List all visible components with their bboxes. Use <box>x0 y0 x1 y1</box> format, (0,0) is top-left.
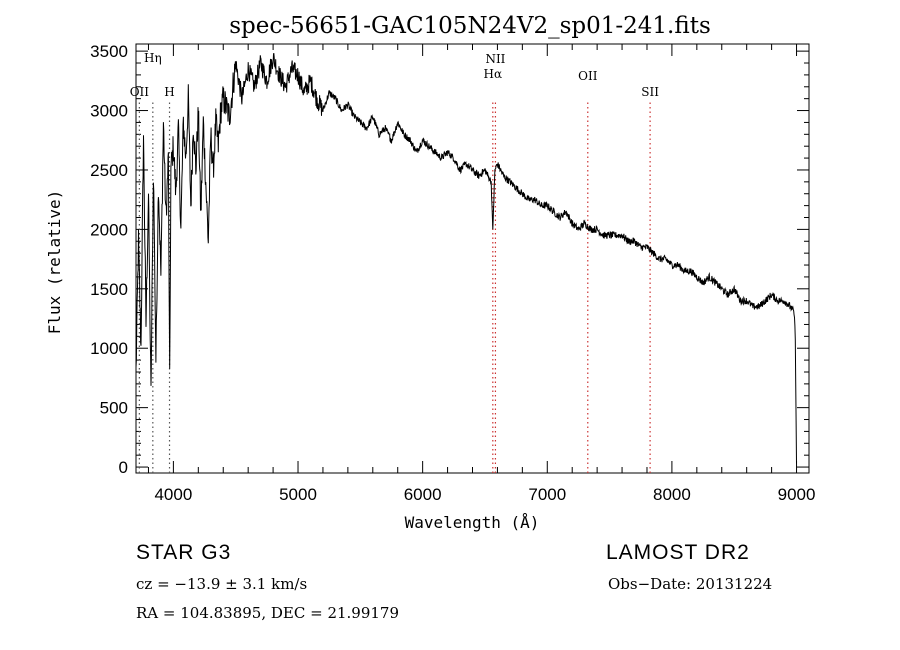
line-label: Hα <box>484 67 503 81</box>
x-tick-label: 4000 <box>154 485 192 504</box>
y-tick-label: 1500 <box>90 280 128 299</box>
x-tick-label: 7000 <box>528 485 566 504</box>
x-tick-label: 9000 <box>778 485 816 504</box>
line-label: OII <box>130 85 150 99</box>
y-tick-label: 0 <box>119 458 128 477</box>
y-tick-label: 2000 <box>90 220 128 239</box>
y-tick-label: 3000 <box>90 102 128 121</box>
y-tick-label: 1000 <box>90 339 128 358</box>
y-tick-label: 3500 <box>90 42 128 61</box>
coordinates-readout: RA = 104.83895, DEC = 21.99179 <box>136 604 400 622</box>
x-tick-label: 5000 <box>279 485 317 504</box>
line-label: OII <box>578 69 598 83</box>
y-tick-label: 500 <box>100 399 128 418</box>
x-axis-label: Wavelength (Å) <box>405 513 540 532</box>
line-label: Hη <box>144 51 162 65</box>
obs-date: Obs−Date: 20131224 <box>608 575 773 593</box>
y-axis: 0 500 1000 1500 2000 2500 3000 3500 <box>90 42 809 477</box>
plot-frame <box>135 43 810 474</box>
y-tick-label: 2500 <box>90 161 128 180</box>
redshift-readout: cz = −13.9 ± 3.1 km/s <box>136 575 308 593</box>
chart-title: spec-56651-GAC105N24V2_sp01-241.fits <box>229 13 711 39</box>
line-label: NII <box>485 52 505 66</box>
x-tick-label: 6000 <box>404 485 442 504</box>
object-class: STAR G3 <box>136 541 232 564</box>
line-label: H <box>164 85 174 99</box>
line-label: SII <box>641 85 659 99</box>
x-tick-label: 8000 <box>653 485 691 504</box>
y-axis-label: Flux (relative) <box>45 190 64 335</box>
survey-name: LAMOST DR2 <box>606 541 750 564</box>
spectrum-line <box>135 52 797 464</box>
x-axis: 4000 5000 6000 7000 8000 9000 <box>147 44 816 504</box>
